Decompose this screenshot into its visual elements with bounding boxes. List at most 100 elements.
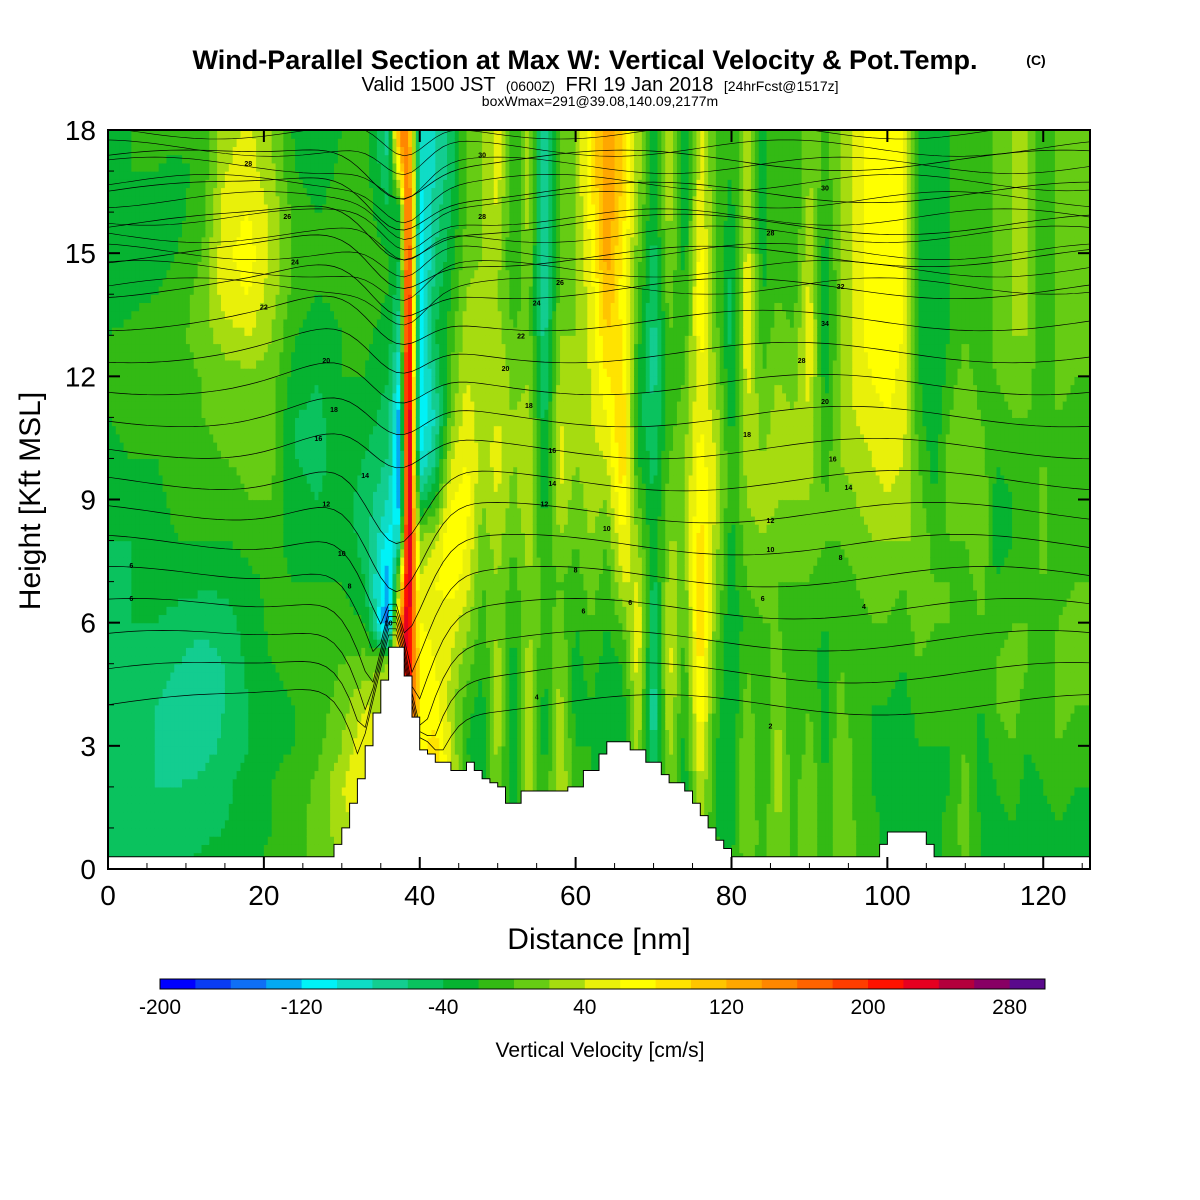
heatmap-cell xyxy=(221,212,226,221)
heatmap-cell xyxy=(228,737,234,747)
heatmap-cell xyxy=(146,212,152,221)
heatmap-cell xyxy=(123,409,129,418)
heatmap-cell xyxy=(213,203,218,213)
heatmap-cell xyxy=(150,236,156,246)
heatmap-cell xyxy=(287,261,292,271)
heatmap-cell xyxy=(150,548,156,558)
heatmap-cell xyxy=(182,146,187,156)
heatmap-cell xyxy=(139,811,144,821)
heatmap-cell xyxy=(139,162,144,172)
heatmap-cell xyxy=(146,532,152,542)
heatmap-cell xyxy=(111,573,117,583)
heatmap-cell xyxy=(143,269,148,279)
heatmap-cell xyxy=(283,639,288,648)
heatmap-cell xyxy=(256,433,261,443)
heatmap-cell xyxy=(232,458,238,468)
heatmap-cell xyxy=(291,442,296,451)
heatmap-cell xyxy=(123,417,129,427)
heatmap-cell xyxy=(158,203,164,213)
heatmap-cell xyxy=(154,499,160,509)
heatmap-cell xyxy=(314,606,320,616)
heatmap-cell xyxy=(306,647,312,657)
heatmap-cell xyxy=(166,778,171,788)
heatmap-cell xyxy=(189,228,195,238)
heatmap-cell xyxy=(143,540,148,550)
heatmap-cell xyxy=(213,154,218,164)
heatmap-cell xyxy=(178,277,183,287)
heatmap-cell xyxy=(205,474,210,484)
heatmap-cell xyxy=(244,483,249,492)
heatmap-cell xyxy=(314,212,320,221)
heatmap-cell xyxy=(302,729,308,739)
heatmap-cell xyxy=(201,130,207,139)
heatmap-cell xyxy=(154,286,160,295)
heatmap-cell xyxy=(228,622,234,632)
heatmap-cell xyxy=(271,524,277,533)
heatmap-cell xyxy=(189,327,195,336)
heatmap-cell xyxy=(162,195,168,205)
heatmap-cell xyxy=(217,253,222,262)
heatmap-cell xyxy=(244,630,249,640)
heatmap-cell xyxy=(314,187,320,197)
heatmap-cell xyxy=(291,236,296,246)
heatmap-cell xyxy=(201,392,207,402)
heatmap-cell xyxy=(178,581,183,591)
heatmap-cell xyxy=(174,524,179,533)
heatmap-cell xyxy=(131,269,136,279)
heatmap-cell xyxy=(189,630,195,640)
heatmap-cell xyxy=(189,203,195,213)
heatmap-cell xyxy=(310,286,316,295)
heatmap-cell xyxy=(193,515,199,525)
heatmap-cell xyxy=(111,302,117,312)
heatmap-cell xyxy=(158,729,164,739)
heatmap-cell xyxy=(150,803,156,813)
heatmap-cell xyxy=(182,507,187,517)
heatmap-cell xyxy=(267,417,273,427)
heatmap-cell xyxy=(291,630,296,640)
heatmap-cell xyxy=(287,220,292,230)
heatmap-cell xyxy=(197,827,203,837)
heatmap-cell xyxy=(228,244,234,254)
heatmap-cell xyxy=(259,130,265,139)
heatmap-cell xyxy=(287,195,292,205)
heatmap-cell xyxy=(259,162,265,172)
heatmap-cell xyxy=(135,548,140,558)
heatmap-cell xyxy=(314,688,320,698)
heatmap-cell xyxy=(205,556,210,566)
heatmap-cell xyxy=(295,827,300,837)
heatmap-cell xyxy=(201,154,207,164)
heatmap-cell xyxy=(146,179,152,189)
heatmap-cell xyxy=(154,138,160,148)
heatmap-cell xyxy=(111,368,117,377)
heatmap-cell xyxy=(259,556,265,566)
heatmap-cell xyxy=(224,310,230,320)
heatmap-cell xyxy=(318,614,323,624)
heatmap-cell xyxy=(170,811,175,821)
heatmap-cell xyxy=(287,836,292,845)
heatmap-cell xyxy=(314,343,320,353)
heatmap-cell xyxy=(213,622,218,632)
heatmap-cell xyxy=(154,236,160,246)
heatmap-cell xyxy=(263,450,269,460)
heatmap-cell xyxy=(236,483,242,492)
heatmap-cell xyxy=(298,351,304,361)
heatmap-cell xyxy=(143,524,148,533)
heatmap-cell xyxy=(201,729,207,739)
heatmap-cell xyxy=(162,368,168,377)
heatmap-cell xyxy=(244,729,249,739)
heatmap-cell xyxy=(111,721,117,731)
heatmap-cell xyxy=(252,343,257,353)
heatmap-cell xyxy=(295,762,300,772)
heatmap-cell xyxy=(232,359,238,369)
heatmap-cell xyxy=(185,795,191,804)
heatmap-cell xyxy=(295,154,300,164)
heatmap-cell xyxy=(139,712,144,722)
heatmap-cell xyxy=(240,786,245,796)
heatmap-cell xyxy=(154,729,160,739)
heatmap-cell xyxy=(224,277,230,287)
heatmap-cell xyxy=(213,244,218,254)
heatmap-cell xyxy=(252,491,257,501)
heatmap-cell xyxy=(154,606,160,616)
heatmap-cell xyxy=(244,811,249,821)
heatmap-cell xyxy=(263,458,269,468)
